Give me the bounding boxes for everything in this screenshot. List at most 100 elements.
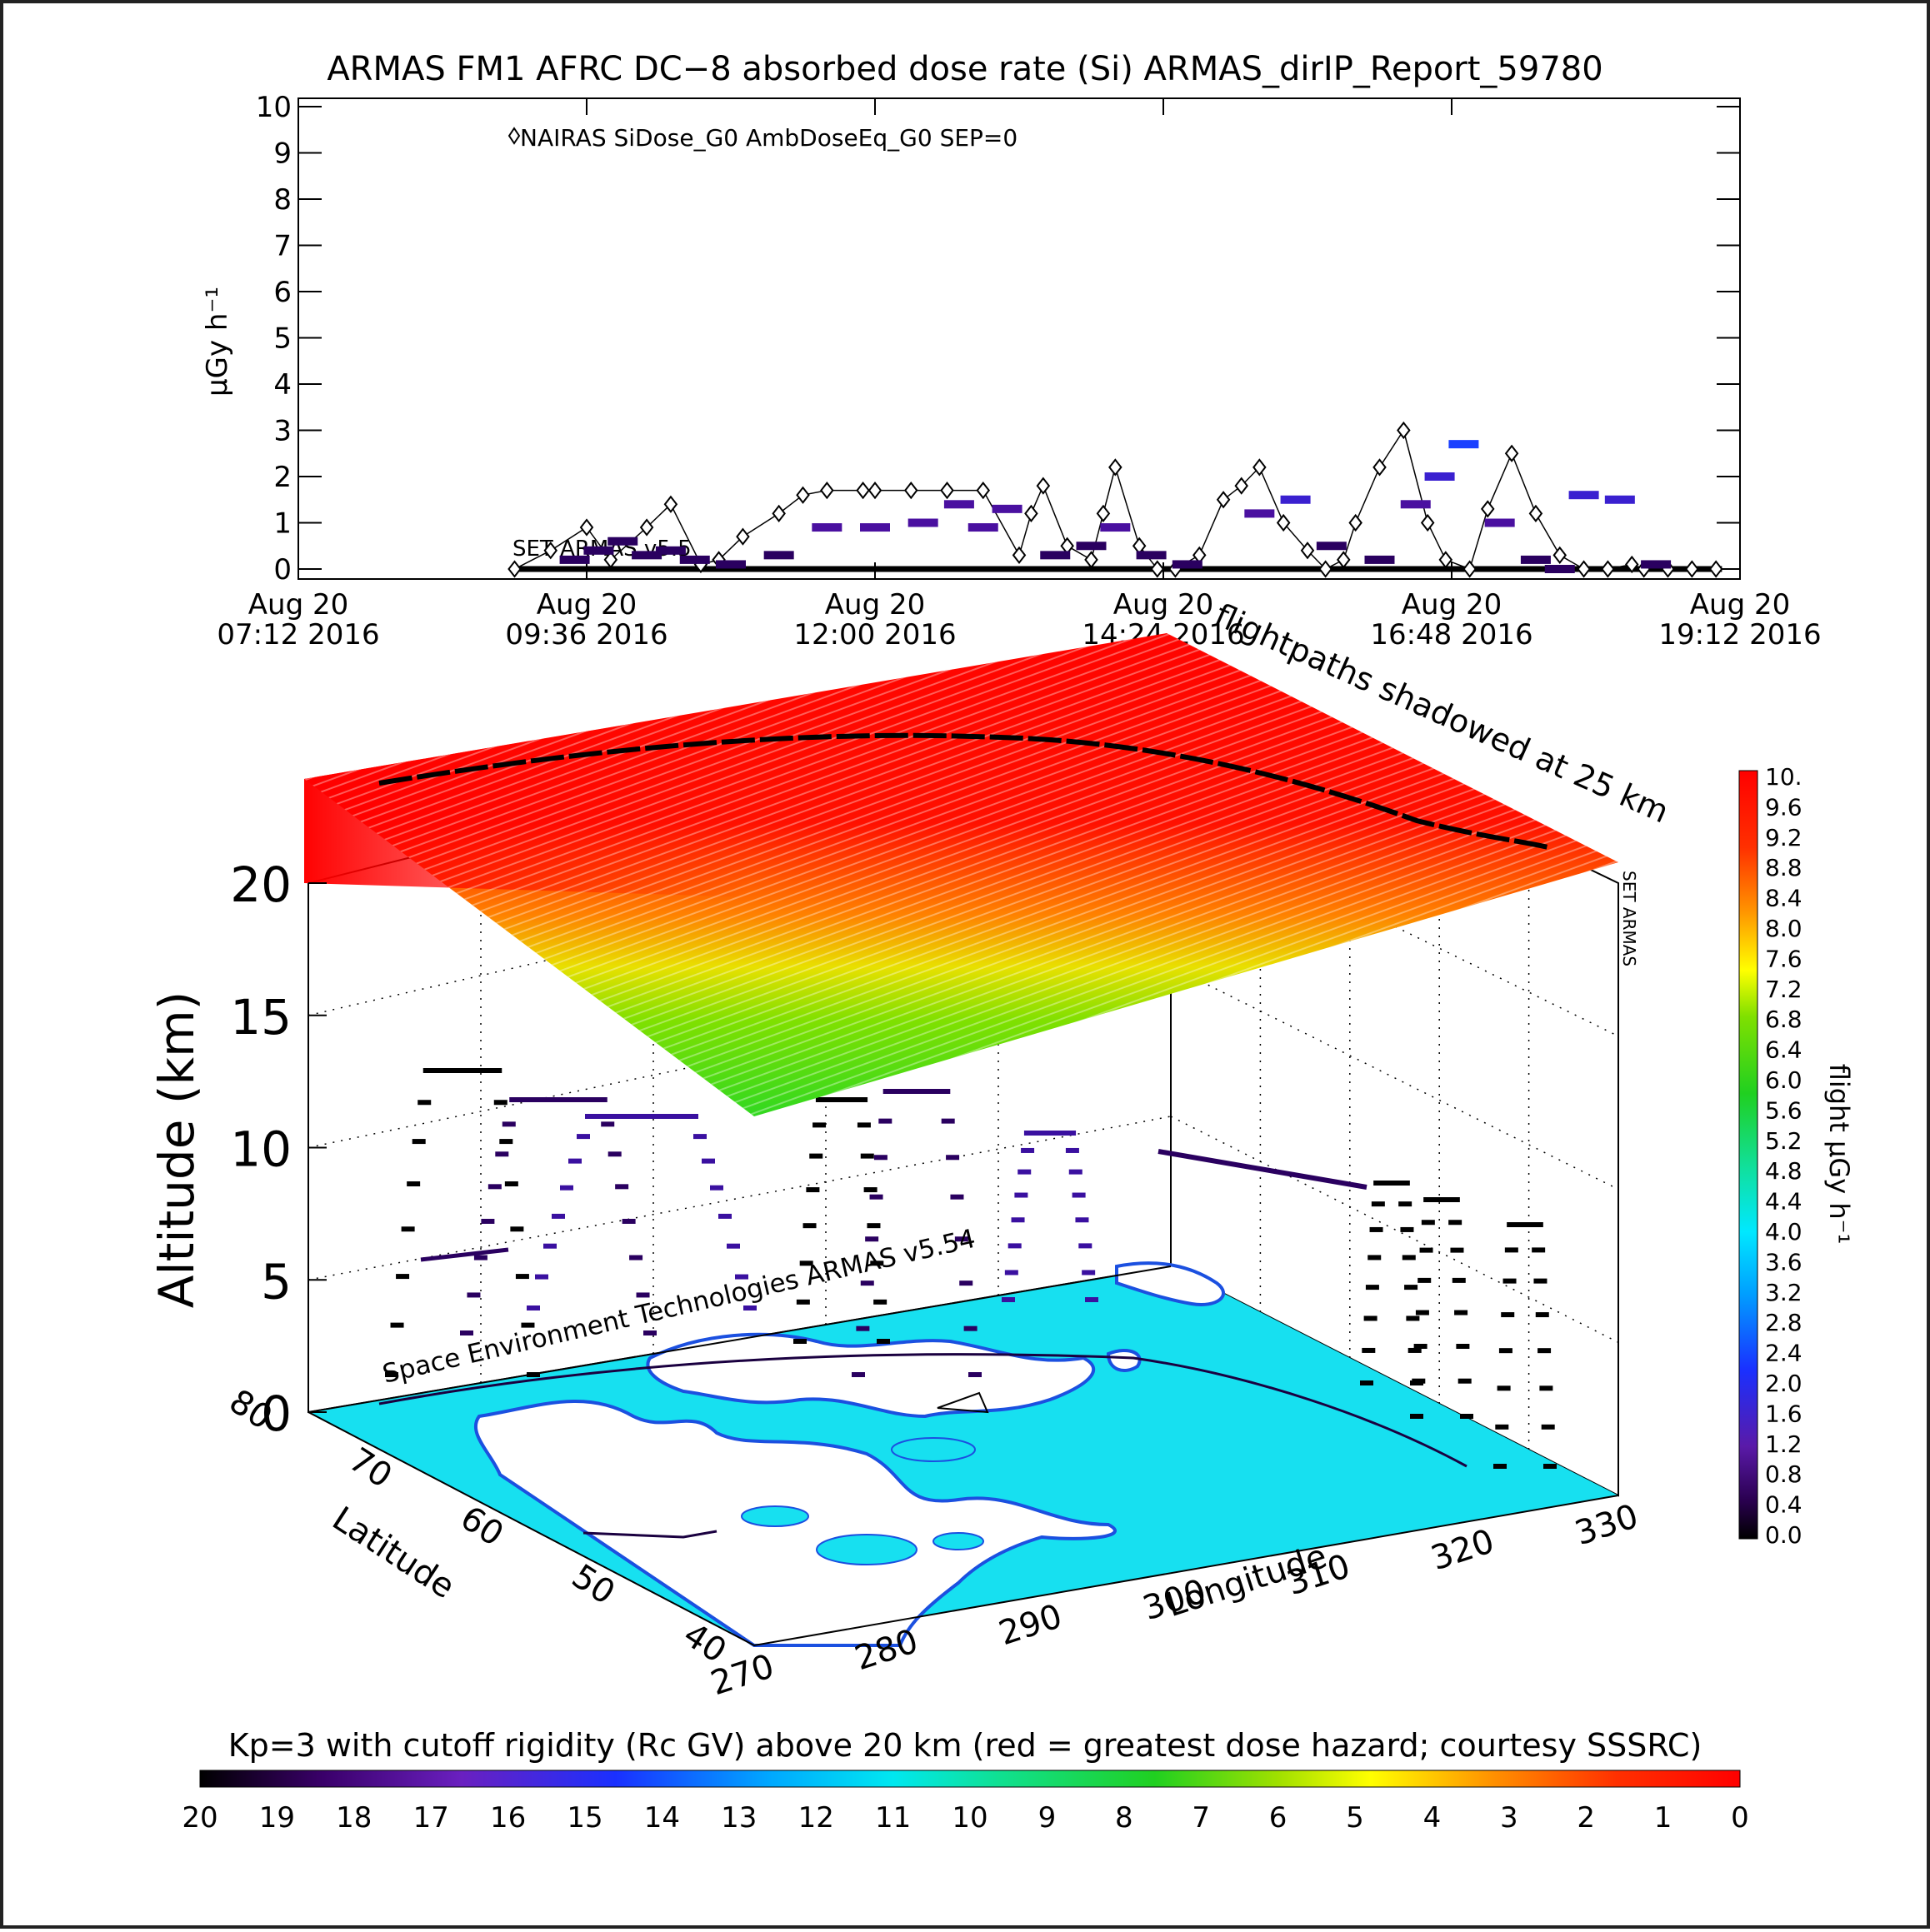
flight-dot [523, 1097, 538, 1102]
flight-dot [1018, 1169, 1032, 1175]
armas-dose-point [1568, 491, 1599, 500]
flight-dot [727, 1243, 740, 1249]
cutoff-rigidity-tick-label: 18 [336, 1801, 372, 1835]
x-tick-date: Aug 20 [825, 588, 925, 622]
armas-dose-point [1316, 542, 1347, 551]
flight-dot [968, 1372, 982, 1377]
model-diamond-point [940, 482, 954, 500]
model-diamond-point [1336, 551, 1351, 569]
shadow-plane [304, 633, 1618, 1116]
dose-colorbar-tick-label: 2.4 [1765, 1340, 1802, 1367]
flight-dot [1532, 1247, 1546, 1253]
flight-dot [552, 1097, 565, 1102]
land-greenland [1115, 1261, 1225, 1306]
z-tick-label: 20 [230, 856, 292, 913]
flight-dot [1062, 1131, 1077, 1136]
flight-dot [587, 1097, 601, 1102]
flight-dot [521, 1322, 535, 1328]
flight-dot [601, 1121, 615, 1127]
model-diamond-point [1552, 546, 1568, 564]
cutoff-rigidity-tick-label: 20 [182, 1801, 218, 1835]
cutoff-rigidity-tick-label: 12 [798, 1801, 834, 1835]
timeseries-chart: ARMAS FM1 AFRC DC−8 absorbed dose rate (… [201, 50, 1822, 651]
legend-diamond-icon [508, 127, 521, 145]
map-lake [816, 1534, 918, 1565]
flight-dot [677, 1114, 690, 1119]
longitude-tick-label: 320 [1427, 1522, 1499, 1578]
flight-dot [1398, 1201, 1412, 1207]
cutoff-rigidity-tick-label: 9 [1038, 1801, 1057, 1835]
flight-dot [809, 1153, 823, 1159]
model-diamond-point [1601, 560, 1615, 578]
y-tick-label: 6 [273, 276, 292, 309]
flight-dot [610, 1114, 623, 1119]
model-diamond-point [1372, 458, 1387, 477]
model-diamond-point [856, 482, 870, 500]
flight-dot [685, 1114, 698, 1119]
flight-cruise-segment [1158, 1149, 1368, 1190]
flight-dot [1014, 1192, 1028, 1198]
dose-colorbar-tick-label: 4.4 [1765, 1188, 1802, 1216]
x-tick-time: 09:36 2016 [505, 618, 668, 651]
flight-dot [1495, 1424, 1509, 1430]
flight-dot [1421, 1220, 1435, 1226]
armas-dose-point [679, 555, 710, 564]
dose-colorbar-tick-label: 4.8 [1765, 1157, 1802, 1185]
flight-dot [1400, 1226, 1414, 1232]
armas-dose-point [1076, 542, 1107, 551]
flight-dot [499, 1139, 513, 1145]
armas-dose-point [1604, 495, 1635, 504]
flight-dot [615, 1184, 629, 1190]
model-diamond-point [1036, 477, 1051, 495]
flight-dot [718, 1213, 732, 1219]
flight-dot [593, 1114, 607, 1119]
armas-dose-point [968, 523, 998, 532]
flight-dot [502, 1121, 516, 1127]
flight-dot [860, 1153, 874, 1159]
flight-dot [618, 1114, 632, 1119]
flight-dot [1504, 1247, 1518, 1253]
flight-dot [1454, 1310, 1468, 1315]
model-diamond-point [543, 542, 558, 560]
flight-dot [488, 1184, 502, 1190]
cutoff-rigidity-tick-label: 15 [567, 1801, 602, 1835]
flight-dot [585, 1114, 598, 1119]
flight-dot [558, 1097, 572, 1102]
dose-colorbar-tick-label: 2.0 [1765, 1370, 1802, 1397]
land-iceland [1106, 1349, 1142, 1372]
flight-dot [504, 1181, 518, 1187]
flight-dot [636, 1292, 650, 1298]
timeseries-marks [508, 421, 1723, 578]
flight-dot [1452, 1277, 1466, 1283]
flight-dot [1408, 1347, 1422, 1353]
flight-dot [1004, 1270, 1018, 1276]
flight-dot [390, 1322, 404, 1328]
flight-dot [854, 1097, 868, 1102]
ground-track-line [378, 1353, 1468, 1468]
model-diamond-point [1150, 560, 1165, 578]
model-diamond-point [1300, 542, 1315, 560]
y-tick-label: 2 [273, 461, 292, 494]
flight-dot [1078, 1243, 1092, 1249]
model-diamond-point [1462, 560, 1477, 578]
cutoff-rigidity-tick-label: 14 [644, 1801, 680, 1835]
armas-dose-point [992, 504, 1022, 513]
flight-dot [473, 1255, 488, 1261]
flight-dot [870, 1261, 884, 1266]
flight-dot [1360, 1380, 1373, 1385]
flight-dot [963, 1325, 978, 1331]
x-tick-date: Aug 20 [1402, 588, 1502, 622]
flight-dot [622, 1218, 636, 1224]
model-diamond-point [1012, 546, 1027, 564]
dose-colorbar: 0.00.40.81.21.62.02.42.83.23.64.04.44.85… [1738, 763, 1855, 1549]
flight-dot [937, 1089, 951, 1094]
flight-cruise-segment [420, 1247, 509, 1262]
flight-dot [1412, 1378, 1426, 1384]
model-diamond-point [663, 495, 678, 513]
model-diamond-point [1108, 458, 1122, 477]
flight-dot [1460, 1414, 1473, 1419]
flight-dot [527, 1305, 540, 1310]
flight-dot [572, 1097, 587, 1102]
y-tick-label: 7 [273, 230, 292, 263]
cutoff-rigidity-tick-label: 4 [1423, 1801, 1442, 1835]
